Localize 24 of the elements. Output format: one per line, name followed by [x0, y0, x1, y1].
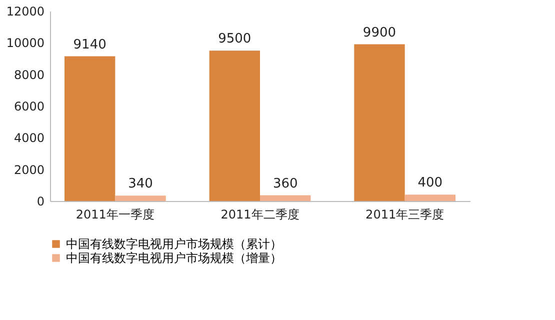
y-tick-label: 12000 [6, 4, 44, 18]
x-tick-label: 2011年三季度 [366, 208, 444, 222]
data-label: 9500 [218, 32, 252, 47]
bar [404, 194, 456, 201]
bar [260, 195, 311, 201]
data-label: 9900 [362, 25, 396, 40]
bar [115, 196, 166, 201]
y-tick-label: 6000 [14, 100, 44, 114]
data-label: 400 [418, 176, 443, 191]
y-tick-label: 8000 [14, 68, 44, 82]
legend-label: 中国有线数字电视用户市场规模（累计） [66, 237, 282, 251]
bar [354, 44, 405, 201]
data-label: 340 [128, 176, 153, 192]
x-tick-label: 2011年一季度 [76, 208, 154, 222]
y-tick-label: 4000 [14, 131, 44, 146]
y-tick-label: 0 [36, 194, 44, 208]
data-label: 9140 [73, 37, 106, 52]
y-tick-label: 10000 [6, 36, 44, 50]
x-tick-label: 2011年二季度 [220, 208, 300, 222]
data-label: 360 [272, 176, 298, 192]
legend-label: 中国有线数字电视用户市场规模（增量） [66, 251, 282, 265]
bar [64, 56, 116, 201]
bar [209, 50, 260, 201]
y-tick-label: 2000 [14, 162, 44, 177]
